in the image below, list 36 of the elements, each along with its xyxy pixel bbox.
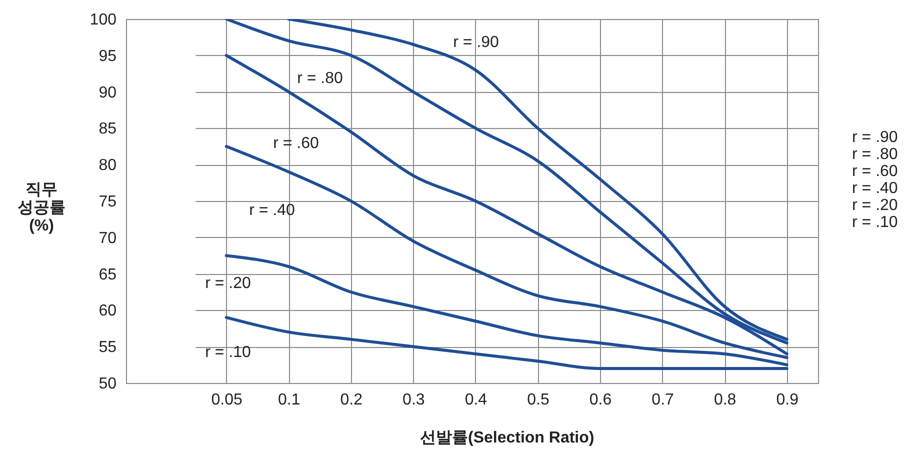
text: r = .20 bbox=[852, 197, 898, 214]
text: r = .10 bbox=[852, 214, 898, 231]
x-tick-label: 0.05 bbox=[211, 392, 243, 408]
y-tick-label: 85 bbox=[98, 120, 117, 138]
x-tick-label: 0.6 bbox=[589, 392, 612, 408]
y-tick-label: 95 bbox=[98, 48, 117, 65]
x-tick-label: 0.5 bbox=[527, 392, 550, 408]
y-tick-label: 90 bbox=[98, 84, 117, 102]
text: r = .90 bbox=[852, 129, 898, 146]
y-tick-label: 100 bbox=[90, 12, 117, 28]
y-tick-label: 70 bbox=[98, 230, 117, 247]
text: r = .40 bbox=[852, 180, 898, 197]
x-tick-label: 0.3 bbox=[402, 392, 425, 408]
annotation: r = .60 bbox=[273, 135, 319, 152]
annotation: r = .10 bbox=[205, 344, 251, 361]
y-tick-label: 50 bbox=[98, 376, 117, 392]
x-tick-label: 0.9 bbox=[776, 392, 799, 408]
x-axis-title: 선발률(Selection Ratio) bbox=[420, 430, 594, 446]
x-tick-label: 0.7 bbox=[652, 392, 674, 408]
y-tick-label: 80 bbox=[98, 157, 117, 174]
x-tick-label: 0.1 bbox=[278, 392, 300, 408]
y-tick-label: 65 bbox=[98, 266, 117, 284]
annotation: r = .80 bbox=[297, 70, 343, 87]
y-axis-title: 직무 성공률 (%) bbox=[18, 182, 66, 234]
text: r = .80 bbox=[852, 146, 898, 163]
annotation: r = .40 bbox=[249, 202, 295, 219]
x-tick-label: 0.4 bbox=[464, 392, 488, 408]
y-tick-label: 60 bbox=[98, 302, 117, 320]
line-series bbox=[224, 254, 788, 366]
y-tick-label: 55 bbox=[98, 339, 117, 356]
x-tick-label: 0.8 bbox=[714, 392, 736, 408]
annotation: r = .90 bbox=[453, 34, 499, 51]
y-tick-label: 75 bbox=[98, 194, 117, 210]
text: r = .60 bbox=[852, 163, 898, 180]
x-tick-label: 0.2 bbox=[340, 392, 363, 408]
annotation: r = .20 bbox=[205, 275, 251, 292]
